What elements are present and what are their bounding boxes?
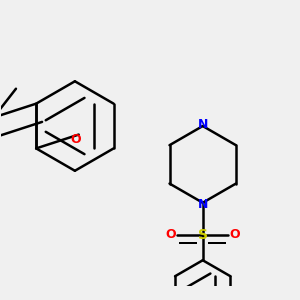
Text: S: S xyxy=(198,228,208,242)
Text: N: N xyxy=(197,118,208,131)
Text: O: O xyxy=(70,133,81,146)
Text: O: O xyxy=(230,228,240,241)
Text: O: O xyxy=(166,228,176,241)
Text: N: N xyxy=(197,198,208,211)
